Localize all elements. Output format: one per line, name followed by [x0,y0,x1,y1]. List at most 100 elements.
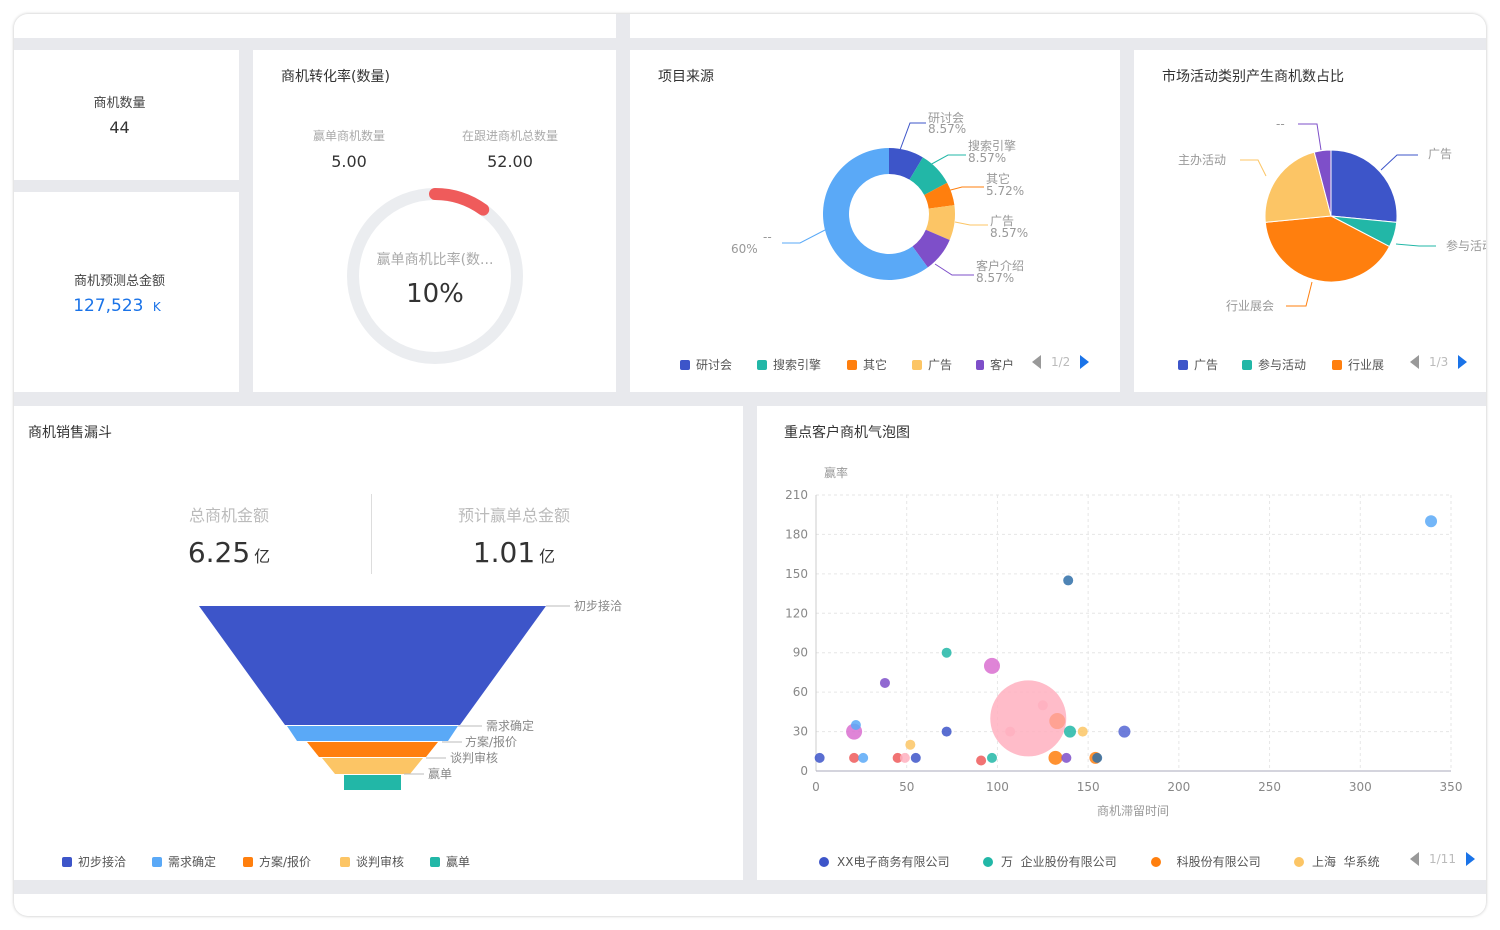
donut-slice [925,205,955,240]
funnel-label: 谈判审核 [450,750,498,765]
pie-slice [1264,151,1332,223]
bubble-point [850,720,861,730]
pie-leader [1380,154,1418,171]
bubble-point [858,752,869,763]
bubble-point [1064,725,1076,738]
source-donut-chart: 研讨会8.57%搜索引擎8.57%其它5.72%广告8.57%客户介绍8.57%… [731,111,1028,285]
y-tick-label: 120 [785,606,808,620]
source-legend-item[interactable]: 搜索引擎 [757,356,821,373]
bubble-point [983,657,1000,674]
donut-slice [912,229,950,268]
x-tick-label: 100 [986,780,1009,794]
pie-label: 行业展会 [1226,299,1274,313]
donut-label-name: 研讨会 [928,111,964,125]
donut-label-name: 搜索引擎 [968,138,1016,153]
pie-leader [1240,159,1267,177]
kpi-amount-unit: K [152,300,161,314]
bubble-point [899,752,910,763]
pie-leader [1286,281,1313,307]
x-tick-label: 350 [1440,780,1463,794]
market-legend-item[interactable]: 参与活动 [1242,356,1306,373]
pie-label: 广告 [1428,147,1452,161]
bubble-chart: 0 30 60 90 120 150 180 210 0 50 100 150 200 250 300 350… [785,465,1463,818]
funnel-legend-item[interactable]: 谈判审核 [340,853,404,870]
donut-leader [954,221,988,226]
pie-slice [1330,149,1398,223]
donut-label-pct: 8.57% [990,226,1028,240]
source-legend-item[interactable]: 广告 [912,356,952,373]
funnel-legend-item[interactable]: 初步接洽 [62,853,126,870]
won-count-label: 赢单商机数量 [312,129,385,143]
bubble-legend-item[interactable]: XX电子商务有限公司 [819,853,949,870]
gauge-fill [429,188,490,216]
y-tick-label: 210 [785,488,808,502]
donut-slice [924,182,955,209]
win-amount-unit: 亿 [539,547,556,566]
funnel-label: 初步接洽 [574,598,622,613]
kpi-amount-value-row: 127,523 K [14,296,220,316]
prev-page-icon[interactable] [1032,355,1041,369]
y-axis-title: 赢率 [824,465,848,480]
donut-label-name: 其它 [986,171,1010,186]
funnel-legend-item[interactable]: 需求确定 [152,853,216,870]
next-page-icon[interactable] [1080,355,1090,369]
source-legend-item[interactable]: 研讨会 [680,356,732,373]
funnel-stage-2 [287,726,458,741]
top-card-left [14,14,616,38]
bubble-legend-item[interactable]: 万 企业股份有限公司 [983,853,1117,870]
source-legend-item[interactable]: 客户 [976,356,1014,373]
market-pie-chart: 广告参与活动行业展会 主办活动 -- [1178,117,1486,313]
win-amount-row: 1.01 亿 [434,536,594,569]
donut-slice [889,148,923,180]
bubble-point [1077,726,1088,737]
prev-page-icon[interactable] [1410,852,1419,866]
conversion-title: 商机转化率(数量) [281,69,390,85]
total-count-label: 在跟进商机总数量 [461,129,558,143]
next-page-icon[interactable] [1458,355,1468,369]
bubble-legend-pager: 1/11 [1410,852,1475,866]
donut-slice [909,157,948,196]
pie-leader [1298,123,1322,151]
x-tick-label: 200 [1167,780,1190,794]
market-legend-pager: 1/3 [1410,355,1468,369]
funnel-label: 方案/报价 [465,734,517,749]
y-tick-label: 30 [793,725,808,739]
x-tick-label: 300 [1349,780,1372,794]
kpi-amount-label: 商机预测总金额 [73,274,165,289]
bubble-legend-item[interactable]: 上海 华系统 [1294,853,1380,870]
bubble-point [905,739,916,750]
gauge-value: 10% [406,279,464,309]
x-tick-label: 250 [1258,780,1281,794]
kpi-divider [371,494,372,574]
source-legend-item[interactable]: 其它 [847,356,887,373]
funnel-legend-item[interactable]: 方案/报价 [243,853,311,870]
total-amount-row: 6.25 亿 [154,536,304,569]
kpi-amount-card: 商机预测总金额 127,523 K [14,192,239,392]
bubble-title: 重点客户商机气泡图 [784,425,910,441]
donut-label-name: -- [763,230,772,244]
funnel-label: 需求确定 [486,718,534,733]
pie-slice [1264,215,1391,283]
market-legend-item[interactable]: 行业展 [1332,356,1384,373]
bubble-card: 重点客户商机气泡图 0 30 60 90 120 150 180 210 0 50 100 150 20… [757,406,1486,880]
donut-label-pct: 8.57% [976,271,1014,285]
donut-label-pct: 8.57% [968,151,1006,165]
bubble-point [1061,752,1072,763]
bubble-point [986,752,997,763]
pie-leader [1395,243,1436,247]
bubble-point [1092,752,1103,763]
donut-label-name: 广告 [990,214,1014,228]
bubble-point [976,755,987,766]
bubble-point [892,752,903,763]
bubble-point [1118,725,1131,738]
bubble-point [941,647,952,658]
win-amount-value: 1.01 [472,536,536,569]
market-legend-item[interactable]: 广告 [1178,356,1218,373]
funnel-legend-item[interactable]: 赢单 [430,853,470,870]
pager-text: 1/2 [1051,355,1071,369]
prev-page-icon[interactable] [1410,355,1419,369]
market-card: 市场活动类别产生商机数占比 广告参与活动行业展会主办活动-- 广告 参与活动 行… [1134,50,1486,392]
bubble-legend-item[interactable]: 科股份有限公司 [1151,853,1261,870]
next-page-icon[interactable] [1465,852,1475,866]
pager-text: 1/3 [1429,355,1449,369]
